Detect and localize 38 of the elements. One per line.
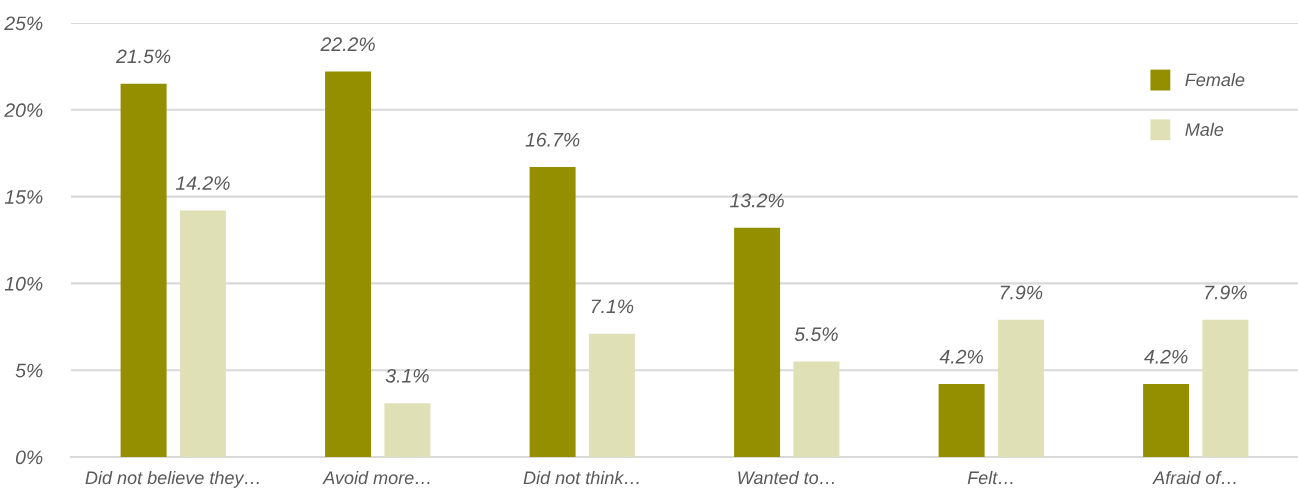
bar	[529, 167, 576, 457]
x-tick-label: Did not think…	[523, 470, 639, 485]
data-label: 7.1%	[591, 299, 634, 314]
bar	[120, 83, 167, 457]
x-tick-label: Afraid of…	[1152, 470, 1236, 485]
y-tick-label: 25%	[4, 16, 43, 31]
x-tick-label: Felt…	[967, 470, 1013, 485]
bar	[938, 384, 985, 457]
bar	[179, 210, 226, 457]
bar	[588, 333, 635, 457]
bar	[325, 71, 372, 457]
y-tick-label: 20%	[4, 103, 43, 118]
data-label: 7.9%	[1000, 285, 1043, 300]
legend-label: Male	[1185, 122, 1224, 136]
data-label: 4.2%	[939, 349, 983, 364]
legend-label: Female	[1185, 72, 1245, 87]
data-label: 3.1%	[385, 368, 429, 383]
bar	[997, 319, 1044, 457]
data-label: 7.9%	[1205, 285, 1247, 300]
bar	[793, 361, 840, 457]
y-tick-label: 15%	[4, 190, 43, 204]
data-label: 22.2%	[320, 37, 375, 52]
bar	[384, 403, 431, 457]
data-label: 16.7%	[525, 132, 580, 147]
bar	[1143, 384, 1190, 457]
data-label: 4.2%	[1144, 349, 1188, 364]
x-tick-label: Did not believe they…	[85, 470, 259, 488]
y-tick-label: 0%	[15, 450, 43, 465]
y-tick-label: 10%	[4, 276, 43, 291]
x-tick-label: Wanted to…	[738, 470, 834, 485]
data-label: 21.5%	[115, 49, 171, 64]
x-tick-label: Avoid more…	[322, 470, 430, 485]
data-label: 5.5%	[794, 327, 838, 342]
bar	[1202, 319, 1249, 457]
data-label: 13.2%	[730, 193, 784, 208]
bar	[734, 227, 781, 457]
data-label: 14.2%	[175, 176, 230, 190]
y-tick-label: 5%	[15, 363, 43, 378]
